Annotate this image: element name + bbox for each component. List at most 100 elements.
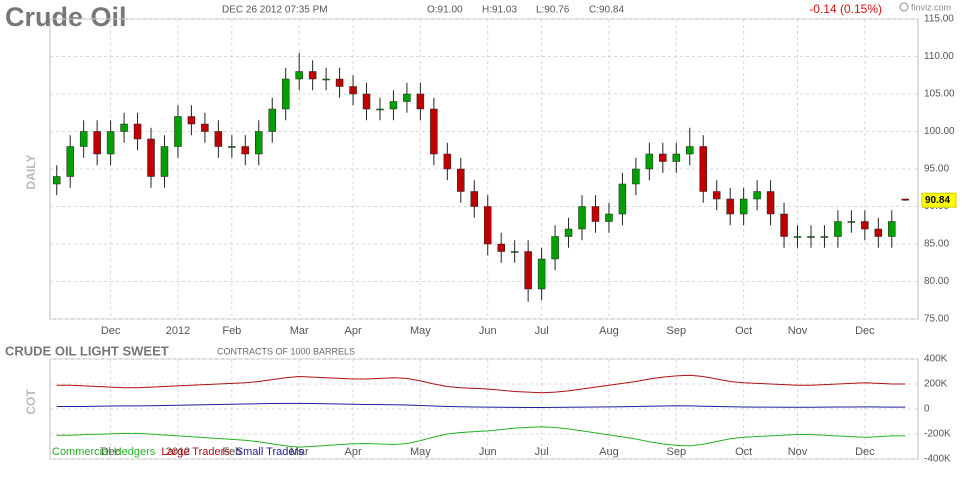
- x-tick-label: Sep: [667, 325, 687, 337]
- candle-body: [120, 123, 128, 132]
- candle-body: [564, 228, 573, 237]
- candle-body: [160, 146, 169, 177]
- x-tick-label: Nov: [788, 325, 808, 337]
- candle-body: [483, 206, 492, 245]
- candle-body: [241, 146, 250, 155]
- candle-body: [686, 146, 694, 155]
- x-tick-label: Oct: [735, 446, 752, 458]
- candle-body: [739, 198, 748, 215]
- candle-body: [255, 131, 263, 155]
- x-tick-label: Aug: [599, 325, 619, 337]
- candle-body: [551, 236, 559, 260]
- x-tick-label: Dec: [101, 325, 121, 337]
- candle-body: [888, 221, 896, 237]
- candle-body: [524, 251, 532, 290]
- candle-body: [861, 221, 869, 230]
- candle-body: [537, 258, 546, 290]
- candle-body: [93, 131, 101, 155]
- candle-body: [403, 93, 411, 102]
- candle-body: [874, 228, 883, 237]
- x-tick-label: Jul: [535, 325, 549, 337]
- candle-body: [335, 78, 344, 87]
- candle-body: [228, 146, 236, 148]
- chart-title: Crude Oil: [5, 2, 127, 32]
- x-tick-label: 2012: [166, 325, 190, 337]
- candle-body: [847, 221, 856, 223]
- y-tick-label: 105.00: [924, 89, 955, 100]
- candle-body: [187, 116, 196, 125]
- logo-icon: [899, 2, 909, 12]
- candle-body: [389, 101, 398, 110]
- x-tick-label: Jul: [535, 446, 549, 458]
- candle-body: [416, 93, 425, 110]
- y-tick-label: 80.00: [924, 276, 949, 287]
- candle-body: [214, 131, 223, 147]
- candle-body: [376, 108, 384, 111]
- candle-body: [201, 123, 209, 132]
- candle-body: [66, 146, 74, 177]
- candle-body: [308, 71, 317, 80]
- candle-body: [268, 108, 276, 132]
- candle-body: [147, 138, 155, 177]
- y-tick-label: 100.00: [924, 126, 955, 137]
- x-tick-label: Sep: [667, 446, 687, 458]
- cot-period-label: COT: [24, 389, 38, 415]
- x-tick-label: Feb: [222, 446, 241, 458]
- last-price-box: [921, 192, 957, 208]
- y-tick-label: 85.00: [924, 239, 949, 250]
- x-tick-label: Mar: [290, 446, 309, 458]
- source: finviz.com: [911, 2, 951, 12]
- y-tick-label: -200K: [924, 429, 951, 440]
- x-tick-label: Apr: [344, 446, 361, 458]
- timestamp: DEC 26 2012 07:35 PM: [222, 5, 328, 16]
- x-tick-label: Aug: [599, 446, 619, 458]
- legend-entry: Small Traders: [236, 446, 304, 458]
- change: -0.14 (0.15%): [809, 2, 882, 16]
- candle-body: [672, 153, 681, 162]
- candle-body: [497, 243, 505, 252]
- series-line: [56, 402, 906, 408]
- x-tick-label: Oct: [735, 325, 752, 337]
- candle-body: [807, 236, 815, 238]
- x-tick-label: Mar: [290, 325, 309, 337]
- y-tick-label: 400K: [924, 354, 948, 365]
- y-tick-label: 110.00: [924, 51, 954, 62]
- candle-body: [726, 198, 734, 215]
- candle-body: [712, 191, 721, 200]
- candle-body: [659, 153, 667, 162]
- last-price-label: 90.84: [925, 195, 950, 206]
- candle-body: [645, 153, 654, 170]
- x-tick-label: Feb: [222, 325, 241, 337]
- x-tick-label: Dec: [855, 325, 875, 337]
- candle-body: [591, 206, 600, 222]
- candle-body: [793, 236, 802, 238]
- series-line: [56, 426, 906, 448]
- candle-body: [510, 251, 519, 253]
- candle-body: [362, 93, 371, 110]
- quote-low: L:90.76: [536, 5, 570, 16]
- candle-body: [901, 198, 910, 201]
- candle-body: [578, 206, 586, 230]
- candle-body: [820, 236, 829, 238]
- x-tick-label: Nov: [788, 446, 808, 458]
- x-tick-label: Jun: [479, 446, 497, 458]
- candle-body: [52, 176, 61, 185]
- candle-body: [443, 153, 452, 170]
- x-tick-label: 2012: [166, 446, 190, 458]
- quote-open: O:91.00: [427, 5, 463, 16]
- series-line: [56, 374, 906, 394]
- y-tick-label: 115.00: [924, 14, 954, 25]
- quote-close: C:90.84: [589, 5, 624, 16]
- candle-body: [753, 191, 761, 200]
- candle-body: [457, 168, 465, 192]
- legend-entry: Large Traders: [161, 446, 230, 458]
- candle-body: [106, 131, 115, 155]
- candle-body: [618, 183, 627, 215]
- y-tick-label: 95.00: [924, 164, 949, 175]
- candle-body: [79, 131, 88, 147]
- candle-body: [766, 191, 775, 215]
- candle-body: [780, 213, 788, 237]
- candle-body: [834, 221, 842, 237]
- y-tick-label: 75.00: [924, 314, 949, 325]
